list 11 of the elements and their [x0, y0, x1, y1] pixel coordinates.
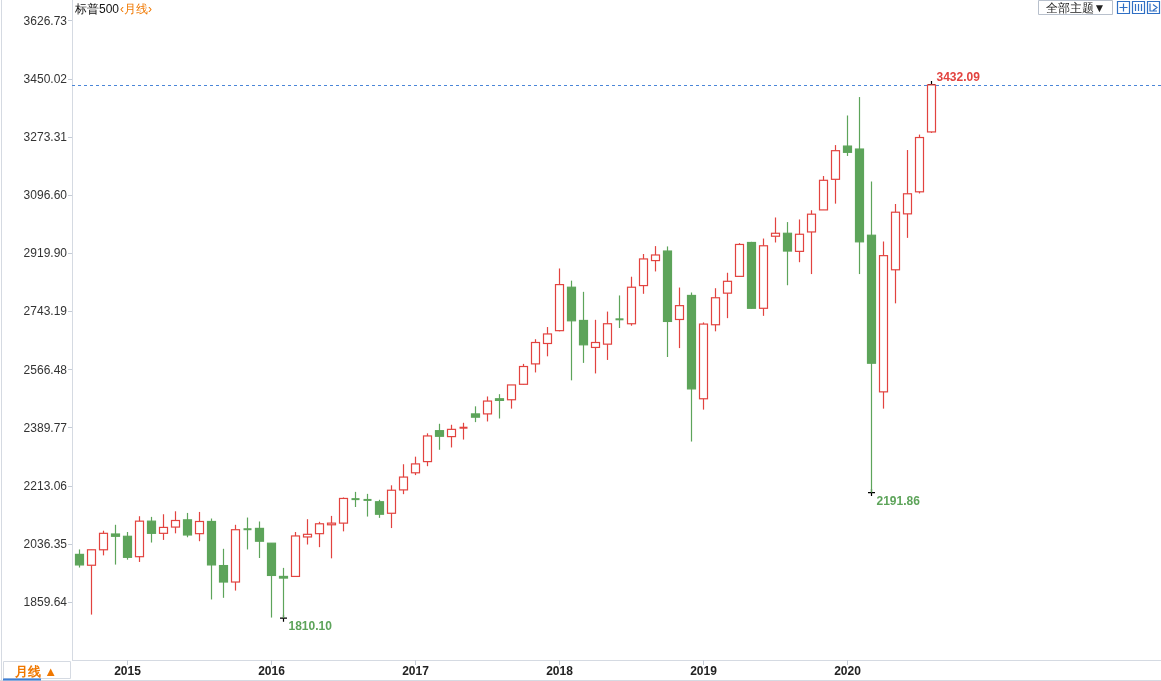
- x-tick-label: 2016: [258, 663, 286, 678]
- annotation: 全部主题▼: [1045, 1, 1106, 15]
- annotation: 1810.10: [288, 619, 332, 634]
- x-tick-label: 2019: [690, 663, 718, 678]
- annotation: 2191.86: [876, 493, 920, 508]
- x-tick-label: 2020: [834, 663, 862, 678]
- x-tick-label: 2015: [114, 663, 142, 678]
- x-tick-label: 2017: [402, 663, 430, 678]
- title: 标普500‹月线›: [75, 2, 153, 16]
- x-tick-label: 2018: [546, 663, 574, 678]
- annotation: 3432.09: [936, 70, 980, 85]
